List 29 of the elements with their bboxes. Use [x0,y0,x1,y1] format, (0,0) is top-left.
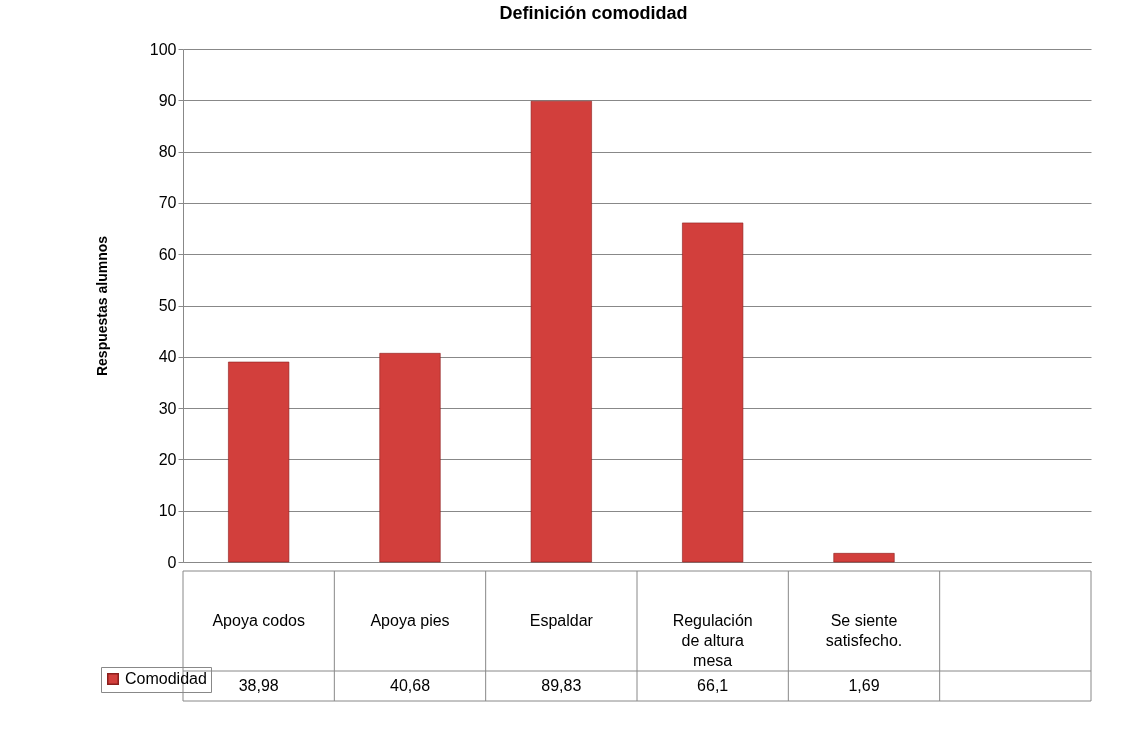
x-tick-label: Se siente satisfecho. [825,612,903,649]
y-tick-label: 0 [167,553,177,571]
data-label: 89,83 [541,677,582,694]
x-tick-label: Regulación de altura mesa [672,612,753,669]
bar [833,553,895,563]
y-tick-label: 60 [158,245,177,263]
legend-label: Comodidad [125,670,207,687]
x-tick-label: Espaldar [529,612,594,629]
y-tick-label: 20 [158,450,177,468]
y-tick-label: 70 [158,194,177,212]
chart-title: Definición comodidad [499,3,688,23]
y-tick-label: 30 [158,399,177,417]
bar [379,353,441,563]
bar [682,222,744,563]
y-tick-label: 90 [158,91,177,109]
y-tick-label: 50 [158,297,177,314]
y-tick-label: 80 [158,143,177,161]
y-axis-title: Respuestas alumnos [93,235,110,377]
bar [228,361,290,563]
data-label: 38,98 [238,677,279,694]
y-tick-label: 10 [158,502,177,520]
data-label: 40,68 [389,677,431,694]
data-label: 1,69 [848,677,880,694]
x-tick-label: Apoya pies [370,612,450,629]
data-label: 66,1 [697,677,729,694]
y-tick-label: 100 [149,40,177,58]
bar [530,100,592,563]
y-tick-label: 40 [158,348,177,366]
x-tick-label: Apoya codos [212,612,305,629]
